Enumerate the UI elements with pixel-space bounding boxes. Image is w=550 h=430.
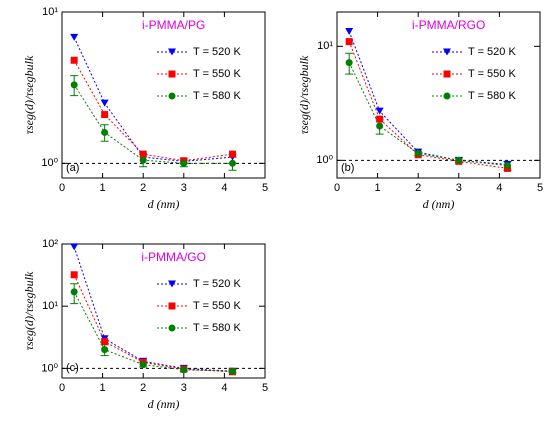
panel: 0 1 2 3 4 5 10⁰ 10¹ 10² i-PMMA/GO (c) d (nm) τseg(d)…	[22, 238, 268, 411]
legend-marker	[443, 70, 451, 78]
marker	[101, 338, 109, 346]
marker	[455, 156, 463, 164]
marker	[101, 111, 109, 119]
marker	[229, 367, 237, 375]
marker	[139, 361, 147, 369]
x-tick-label: 5	[537, 182, 543, 194]
panel: 0 1 2 3 4 5 10⁰ 10¹ i-PMMA/PG (a) d (nm) τseg(d)/τs…	[22, 6, 268, 211]
series-line	[73, 84, 233, 164]
legend-label: T = 550 K	[193, 300, 241, 312]
x-tick-label: 2	[415, 182, 421, 194]
legend-label: T = 580 K	[193, 90, 241, 102]
y-tick-label: 10¹	[42, 300, 58, 312]
marker	[376, 115, 384, 123]
legend-marker	[168, 324, 176, 332]
marker	[101, 128, 109, 136]
marker	[70, 33, 79, 41]
marker	[139, 156, 147, 164]
plot-frame	[336, 11, 541, 179]
marker	[414, 149, 422, 157]
y-tick-label: 10⁰	[41, 362, 58, 374]
x-axis-label: d (nm)	[148, 397, 180, 411]
x-tick-label: 4	[496, 182, 502, 194]
panel-label: (c)	[66, 362, 79, 374]
legend-marker	[168, 48, 176, 56]
legend-label: T = 550 K	[193, 68, 241, 80]
x-tick-label: 3	[456, 182, 462, 194]
y-tick-label: 10²	[42, 238, 58, 250]
x-tick-label: 4	[221, 382, 227, 394]
y-tick-label: 10¹	[42, 6, 58, 18]
x-tick-label: 0	[59, 182, 65, 194]
legend-label: T = 520 K	[468, 46, 516, 58]
legend-marker	[168, 92, 176, 100]
x-tick-label: 3	[181, 182, 187, 194]
legend-marker	[443, 48, 451, 56]
marker	[345, 59, 353, 67]
legend-label: T = 520 K	[193, 278, 241, 290]
marker	[70, 56, 78, 64]
marker	[345, 27, 354, 35]
x-tick-label: 0	[59, 382, 65, 394]
marker	[70, 271, 78, 279]
marker	[376, 122, 384, 130]
y-tick-label: 10⁰	[41, 157, 58, 169]
legend-marker	[168, 280, 176, 288]
x-tick-label: 1	[100, 382, 106, 394]
marker	[101, 346, 109, 354]
marker	[375, 107, 384, 115]
legend-marker	[443, 92, 451, 100]
marker	[180, 159, 188, 167]
marker	[70, 243, 79, 251]
legend-label: T = 520 K	[193, 46, 241, 58]
legend-label: T = 580 K	[468, 90, 516, 102]
legend-label: T = 580 K	[193, 322, 241, 334]
marker	[139, 150, 147, 158]
x-tick-label: 2	[140, 382, 146, 394]
chart-title: i-PMMA/RGO	[412, 18, 485, 32]
marker	[70, 81, 78, 89]
x-tick-label: 4	[221, 182, 227, 194]
legend-marker	[168, 70, 176, 78]
x-tick-label: 1	[375, 182, 381, 194]
marker	[70, 288, 78, 296]
series-line	[348, 41, 508, 169]
series-line	[73, 37, 233, 162]
marker	[229, 150, 237, 158]
x-tick-label: 5	[262, 182, 268, 194]
x-tick-label: 2	[140, 182, 146, 194]
marker	[180, 366, 188, 374]
chart-title: i-PMMA/PG	[142, 18, 205, 32]
x-axis-label: d (nm)	[423, 197, 455, 211]
y-tick-label: 10⁰	[316, 154, 333, 166]
plot-frame	[61, 11, 266, 179]
legend-marker	[168, 302, 176, 310]
panel-label: (b)	[341, 162, 354, 174]
y-axis-label: τseg(d)/τsegbulk	[297, 55, 311, 134]
y-tick-label: 10¹	[317, 40, 333, 52]
y-axis-label: τseg(d)/τsegbulk	[22, 55, 36, 134]
marker	[100, 99, 109, 107]
panel-label: (a)	[66, 162, 79, 174]
marker	[345, 38, 353, 46]
x-tick-label: 3	[181, 382, 187, 394]
legend-label: T = 550 K	[468, 68, 516, 80]
y-axis-label: τseg(d)/τsegbulk	[22, 271, 36, 350]
marker	[229, 159, 237, 167]
plot-frame	[61, 243, 266, 379]
chart-title: i-PMMA/GO	[141, 250, 206, 264]
marker	[504, 162, 512, 170]
x-tick-label: 5	[262, 382, 268, 394]
x-axis-label: d (nm)	[148, 197, 180, 211]
x-tick-label: 1	[100, 182, 106, 194]
panel: 0 1 2 3 4 5 10⁰ 10¹ i-PMMA/RGO (b) d (nm) τseg(d)/τ…	[297, 11, 543, 211]
x-tick-label: 0	[334, 182, 340, 194]
